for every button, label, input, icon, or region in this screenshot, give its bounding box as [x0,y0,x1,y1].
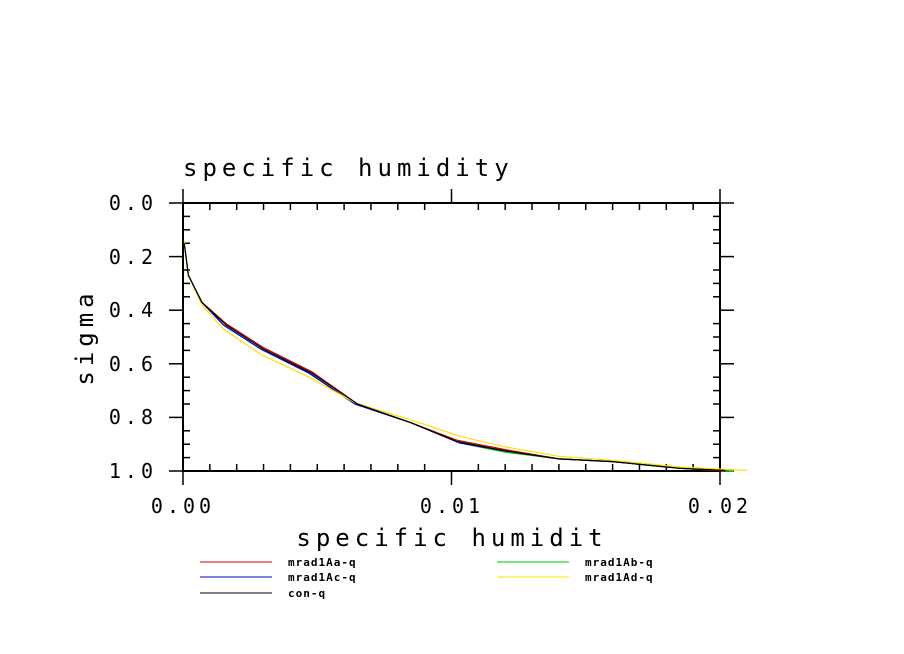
legend-item: mrad1Aa-q [200,556,357,569]
legend-label: mrad1Aa-q [288,556,357,569]
series-line-mrad1Aa-q [183,243,723,472]
y-tick-label: 0.2 [109,245,157,269]
legend-item: mrad1Ab-q [497,556,654,569]
x-tick-label: 0.00 [151,494,215,518]
x-axis-label: specific humidit [296,524,607,552]
plot-frame [182,202,721,472]
x-tick-label: 0.01 [420,494,484,518]
y-tick-label: 0.4 [109,298,157,322]
series-line-con-q [183,243,726,472]
legend-label: mrad1Ad-q [585,571,654,584]
legend-label: mrad1Ac-q [288,571,357,584]
y-axis-label: sigma [71,288,99,385]
series-line-mrad1Ad-q [183,240,747,472]
x-tick-labels: 0.00 0.01 0.02 [151,494,752,518]
series-lines [183,240,747,472]
legend: mrad1Aa-q mrad1Ab-q mrad1Ac-q mrad1Ad-q … [200,556,654,600]
legend-item: mrad1Ac-q [200,571,357,584]
legend-label: mrad1Ab-q [585,556,654,569]
y-tick-label: 0.6 [109,352,157,376]
y-tick-label: 1.0 [109,459,157,483]
legend-item: mrad1Ad-q [497,571,654,584]
y-tick-label: 0.0 [109,191,157,215]
x-tick-label: 0.02 [688,494,752,518]
legend-label: con-q [288,587,326,600]
legend-item: con-q [200,587,326,600]
chart-title: specific humidity [183,154,514,182]
tick-marks [169,189,734,485]
y-tick-labels: 0.0 0.2 0.4 0.6 0.8 1.0 [109,191,157,483]
y-tick-label: 0.8 [109,405,157,429]
